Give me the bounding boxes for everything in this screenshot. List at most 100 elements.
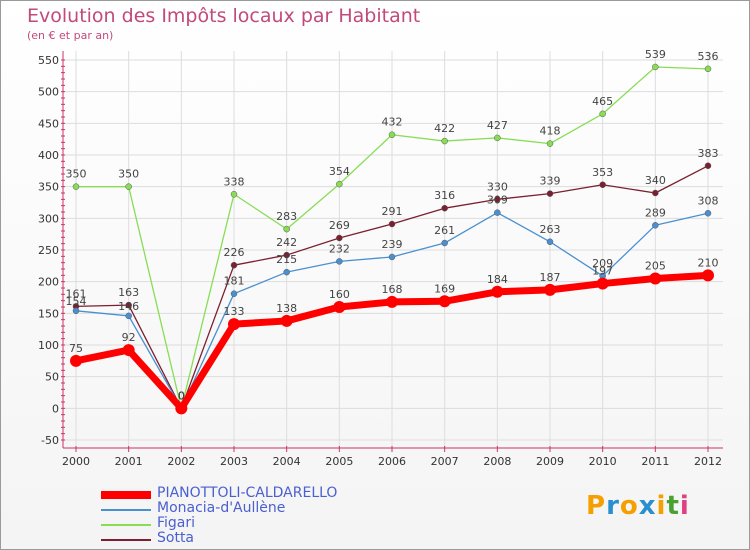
data-point-sotta	[336, 234, 343, 242]
data-point-sotta	[230, 261, 238, 269]
data-label-pianottoli: 197	[592, 265, 613, 278]
data-label-sotta: 163	[118, 286, 139, 299]
data-point-pianottoli	[280, 314, 293, 327]
data-label-figari: 338	[224, 175, 245, 188]
x-tick-label: 2006	[378, 455, 406, 468]
data-point-figari	[441, 137, 448, 145]
data-point-pianottoli	[70, 354, 82, 367]
x-tick-label: 2008	[483, 455, 511, 468]
data-label-monacia: 289	[645, 206, 666, 219]
y-tick-label: 550	[38, 54, 59, 67]
data-label-monacia: 232	[329, 242, 350, 255]
y-tick-label: 0	[52, 402, 59, 415]
data-point-pianottoli	[228, 318, 240, 331]
x-tick-label: 2012	[694, 455, 722, 468]
data-label-monacia: 181	[224, 275, 245, 288]
y-tick-label: 250	[38, 244, 59, 257]
data-point-sotta	[599, 181, 606, 189]
data-label-figari: 536	[698, 50, 719, 63]
legend-swatch-figari	[101, 524, 151, 526]
data-label-figari: 422	[434, 122, 455, 135]
data-point-pianottoli	[649, 272, 662, 285]
x-tick-label: 2004	[273, 455, 301, 468]
data-point-figari	[283, 225, 290, 233]
data-label-pianottoli: 187	[540, 271, 561, 284]
data-point-sotta	[388, 220, 396, 228]
data-label-monacia: 239	[382, 238, 403, 251]
x-tick-label: 2002	[167, 455, 195, 468]
data-point-pianottoli	[438, 295, 451, 308]
data-label-pianottoli: 92	[122, 331, 136, 344]
y-tick-label: 350	[38, 181, 59, 194]
data-point-pianottoli	[702, 269, 714, 282]
data-label-figari: 427	[487, 119, 508, 132]
brand-letter-6: t	[666, 491, 680, 521]
data-point-sotta	[283, 251, 290, 259]
data-label-pianottoli: 205	[645, 260, 666, 273]
legend-swatch-pianottoli	[101, 491, 151, 499]
data-point-figari	[336, 180, 343, 188]
x-tick-label: 2003	[220, 455, 248, 468]
brand-letter-5: i	[656, 491, 667, 521]
data-point-pianottoli	[175, 402, 188, 415]
data-label-pianottoli: 133	[224, 305, 245, 318]
data-point-sotta	[441, 204, 448, 212]
y-tick-label: -50	[41, 434, 59, 447]
data-label-sotta: 161	[66, 287, 87, 300]
data-label-pianottoli: 0	[178, 389, 185, 402]
data-point-sotta	[704, 162, 712, 170]
data-label-sotta: 383	[698, 147, 719, 160]
data-point-sotta	[652, 189, 659, 197]
y-tick-label: 50	[45, 371, 59, 384]
legend-swatch-sotta	[101, 539, 151, 541]
data-point-monacia	[704, 210, 712, 217]
data-label-figari: 418	[540, 125, 561, 138]
x-tick-label: 2007	[431, 455, 459, 468]
data-label-monacia: 146	[118, 300, 139, 313]
data-point-monacia	[546, 238, 554, 246]
data-point-monacia	[441, 239, 448, 247]
data-point-figari	[230, 191, 238, 198]
legend-swatch-monacia	[101, 509, 151, 511]
brand-letter-7: i	[679, 491, 690, 521]
data-label-figari: 350	[66, 168, 87, 181]
x-tick-label: 2009	[536, 455, 564, 468]
y-tick-label: 450	[38, 117, 59, 130]
data-label-sotta: 226	[224, 246, 245, 259]
legend-label-sotta: Sotta	[157, 530, 195, 546]
y-tick-label: 500	[38, 86, 59, 99]
proxiti-logo: Proxiti	[586, 491, 690, 521]
data-label-sotta: 339	[540, 175, 561, 188]
data-label-sotta: 242	[276, 236, 297, 249]
data-point-monacia	[494, 209, 501, 216]
y-tick-label: 400	[38, 149, 59, 162]
data-label-monacia: 308	[698, 194, 719, 207]
data-label-pianottoli: 160	[329, 288, 350, 301]
data-label-monacia: 261	[434, 224, 455, 237]
y-tick-label: 150	[38, 307, 59, 320]
data-point-monacia	[72, 307, 80, 315]
data-point-monacia	[336, 258, 343, 265]
data-point-sotta	[125, 301, 132, 309]
y-tick-label: 300	[38, 212, 59, 225]
data-label-monacia: 215	[276, 253, 297, 266]
brand-letter-4: x	[638, 491, 657, 521]
data-label-monacia: 209	[592, 257, 613, 270]
data-label-figari: 0	[178, 389, 185, 402]
data-label-pianottoli: 169	[434, 282, 455, 295]
legend-label-monacia: Monacia-d'Aullène	[157, 500, 286, 516]
data-label-monacia: 154	[66, 295, 87, 308]
data-label-figari: 354	[329, 165, 350, 178]
data-point-monacia	[283, 268, 290, 276]
data-label-figari: 465	[592, 95, 613, 108]
data-point-monacia	[125, 312, 132, 320]
data-point-pianottoli	[491, 285, 504, 298]
data-label-pianottoli: 138	[276, 302, 297, 315]
x-tick-label: 2000	[62, 455, 90, 468]
data-label-sotta: 0	[178, 389, 185, 402]
data-point-figari	[704, 65, 712, 73]
data-point-figari	[125, 183, 132, 190]
data-point-sotta	[494, 196, 501, 203]
